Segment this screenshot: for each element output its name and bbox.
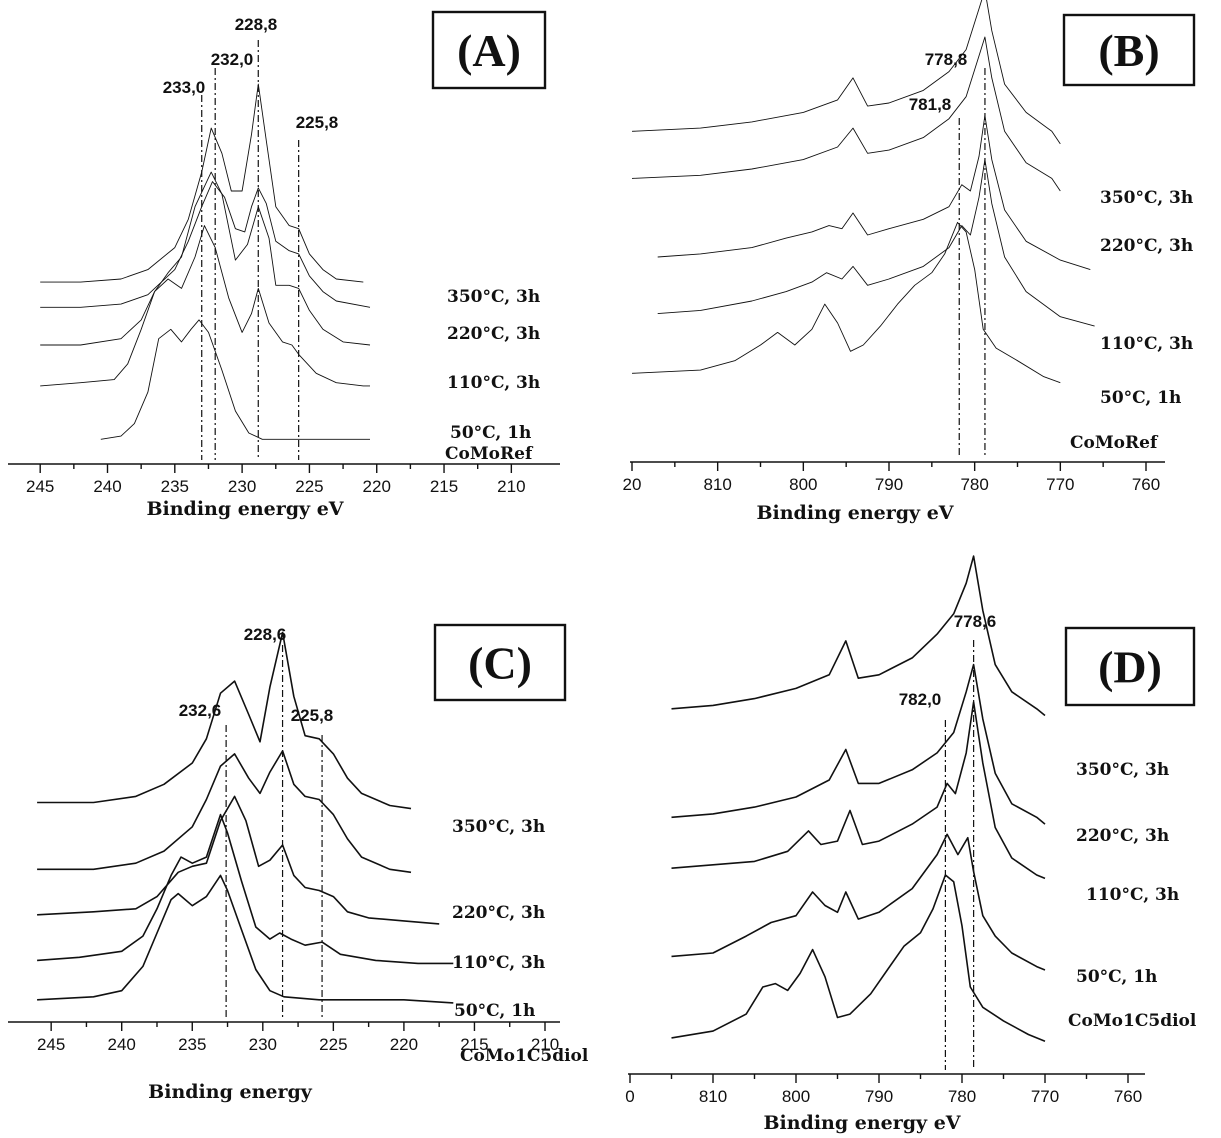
series-curve (37, 874, 454, 1004)
series-label: 50°C, 1h (454, 1001, 535, 1021)
series-curve (100, 319, 370, 440)
series-curve (671, 701, 1046, 880)
x-tick-label: 220 (390, 1035, 418, 1054)
series-curve (657, 159, 1095, 327)
x-tick-label: 800 (782, 1087, 810, 1106)
x-tick-label: 215 (430, 477, 458, 496)
x-tick-label: 245 (37, 1035, 65, 1054)
reference-line-label: 782,0 (899, 690, 942, 709)
x-tick-label: 790 (875, 475, 903, 494)
series-label: 350°C, 3h (1076, 760, 1169, 780)
series-label: 220°C, 3h (1100, 236, 1193, 256)
series-curve (40, 181, 371, 308)
series-label: CoMoRef (445, 444, 534, 464)
series-curve (671, 833, 1046, 971)
x-tick-label: 810 (699, 1087, 727, 1106)
series-label: 50°C, 1h (1076, 967, 1157, 987)
reference-line-label: 225,8 (291, 706, 334, 725)
x-tick-label: 235 (161, 477, 189, 496)
series-label: 110°C, 3h (1100, 334, 1193, 354)
series-curve (671, 874, 1046, 1043)
x-tick-label: 760 (1132, 475, 1160, 494)
series-label: 350°C, 3h (452, 817, 545, 837)
x-tick-label: 225 (295, 477, 323, 496)
x-tick-label: 770 (1031, 1087, 1059, 1106)
x-tick-label: 235 (178, 1035, 206, 1054)
series-label: 110°C, 3h (1086, 885, 1179, 905)
x-tick-label: 780 (948, 1087, 976, 1106)
series-label: 110°C, 3h (447, 373, 540, 393)
panel-tag-label: (A) (457, 25, 521, 76)
reference-line-label: 228,8 (235, 15, 278, 34)
series-label: 220°C, 3h (1076, 826, 1169, 846)
series-curve (40, 225, 370, 387)
panel-tag-box (1064, 626, 1196, 707)
reference-line-label: 233,0 (163, 78, 206, 97)
reference-line-label: 778,6 (954, 612, 997, 631)
series-curve (631, 0, 1061, 145)
series-curve (37, 631, 412, 810)
panel-tag-label: (D) (1098, 642, 1162, 693)
reference-line-label: 232,6 (179, 701, 222, 720)
x-axis-title: Binding energy (148, 1081, 313, 1103)
series-curve (631, 36, 1061, 192)
x-tick-label: 790 (865, 1087, 893, 1106)
x-tick-label: 220 (363, 477, 391, 496)
reference-line-label: 232,0 (211, 50, 254, 69)
series-label: CoMoRef (1070, 433, 1159, 453)
x-tick-label: 215 (460, 1035, 488, 1054)
reference-line-label: 228,6 (244, 625, 287, 644)
series-label: 220°C, 3h (452, 903, 545, 923)
x-tick-label: 225 (319, 1035, 347, 1054)
x-axis-title: Binding energy eV (763, 1112, 961, 1134)
reference-line-label: 781,8 (909, 95, 952, 114)
series-label: 220°C, 3h (447, 324, 540, 344)
series-label: 350°C, 3h (1100, 188, 1193, 208)
chart-panel-b: 20 810 800 790 780 770 760 Binding energy eV 350… (623, 0, 1196, 524)
series-curve (40, 171, 371, 346)
x-tick-label: 810 (703, 475, 731, 494)
series-label: 110°C, 3h (452, 953, 545, 973)
series-label: CoMo1C5diol (460, 1046, 589, 1066)
panel-tag-label: (B) (1098, 25, 1159, 76)
chart-panel-a: 245 240 235 230 225 220 215 210 Binding energy e… (8, 10, 560, 520)
reference-line-label: 225,8 (296, 113, 339, 132)
chart-panel-c: 245 240 235 230 225 220 215 210 Binding energy 35… (8, 623, 589, 1103)
x-tick-label: 800 (789, 475, 817, 494)
series-label: CoMo1C5diol (1068, 1011, 1197, 1031)
panel-tag-box (433, 623, 567, 702)
x-tick-label: 230 (228, 477, 256, 496)
x-tick-label: 770 (1046, 475, 1074, 494)
panel-tag-label: (C) (468, 638, 532, 689)
series-curve (671, 555, 1046, 717)
series-curve (40, 83, 364, 283)
series-curve (657, 115, 1091, 271)
series-curve (671, 663, 1046, 825)
x-tick-label: 760 (1114, 1087, 1142, 1106)
x-tick-label: 20 (623, 475, 642, 494)
x-tick-label: 210 (497, 477, 525, 496)
reference-line-label: 778,8 (925, 50, 968, 69)
series-label: 50°C, 1h (1100, 388, 1181, 408)
panel-tag-box (1062, 13, 1196, 87)
chart-panel-d: 0 810 800 790 780 770 760 Binding energy eV 350°… (625, 555, 1197, 1134)
x-tick-label: 0 (625, 1087, 634, 1106)
x-tick-label: 240 (93, 477, 121, 496)
x-tick-label: 780 (960, 475, 988, 494)
x-tick-label: 230 (249, 1035, 277, 1054)
x-axis-title: Binding energy eV (756, 502, 954, 524)
series-label: 350°C, 3h (447, 287, 540, 307)
x-tick-label: 240 (108, 1035, 136, 1054)
series-curve (37, 813, 454, 965)
x-axis-title: Binding energy eV (146, 498, 344, 520)
x-tick-label: 245 (26, 477, 54, 496)
x-tick-label: 210 (531, 1035, 559, 1054)
series-curve (37, 795, 440, 925)
series-label: 50°C, 1h (450, 423, 531, 443)
panel-tag-box (431, 10, 547, 90)
series-curve (37, 750, 412, 874)
series-curve (631, 221, 1061, 384)
